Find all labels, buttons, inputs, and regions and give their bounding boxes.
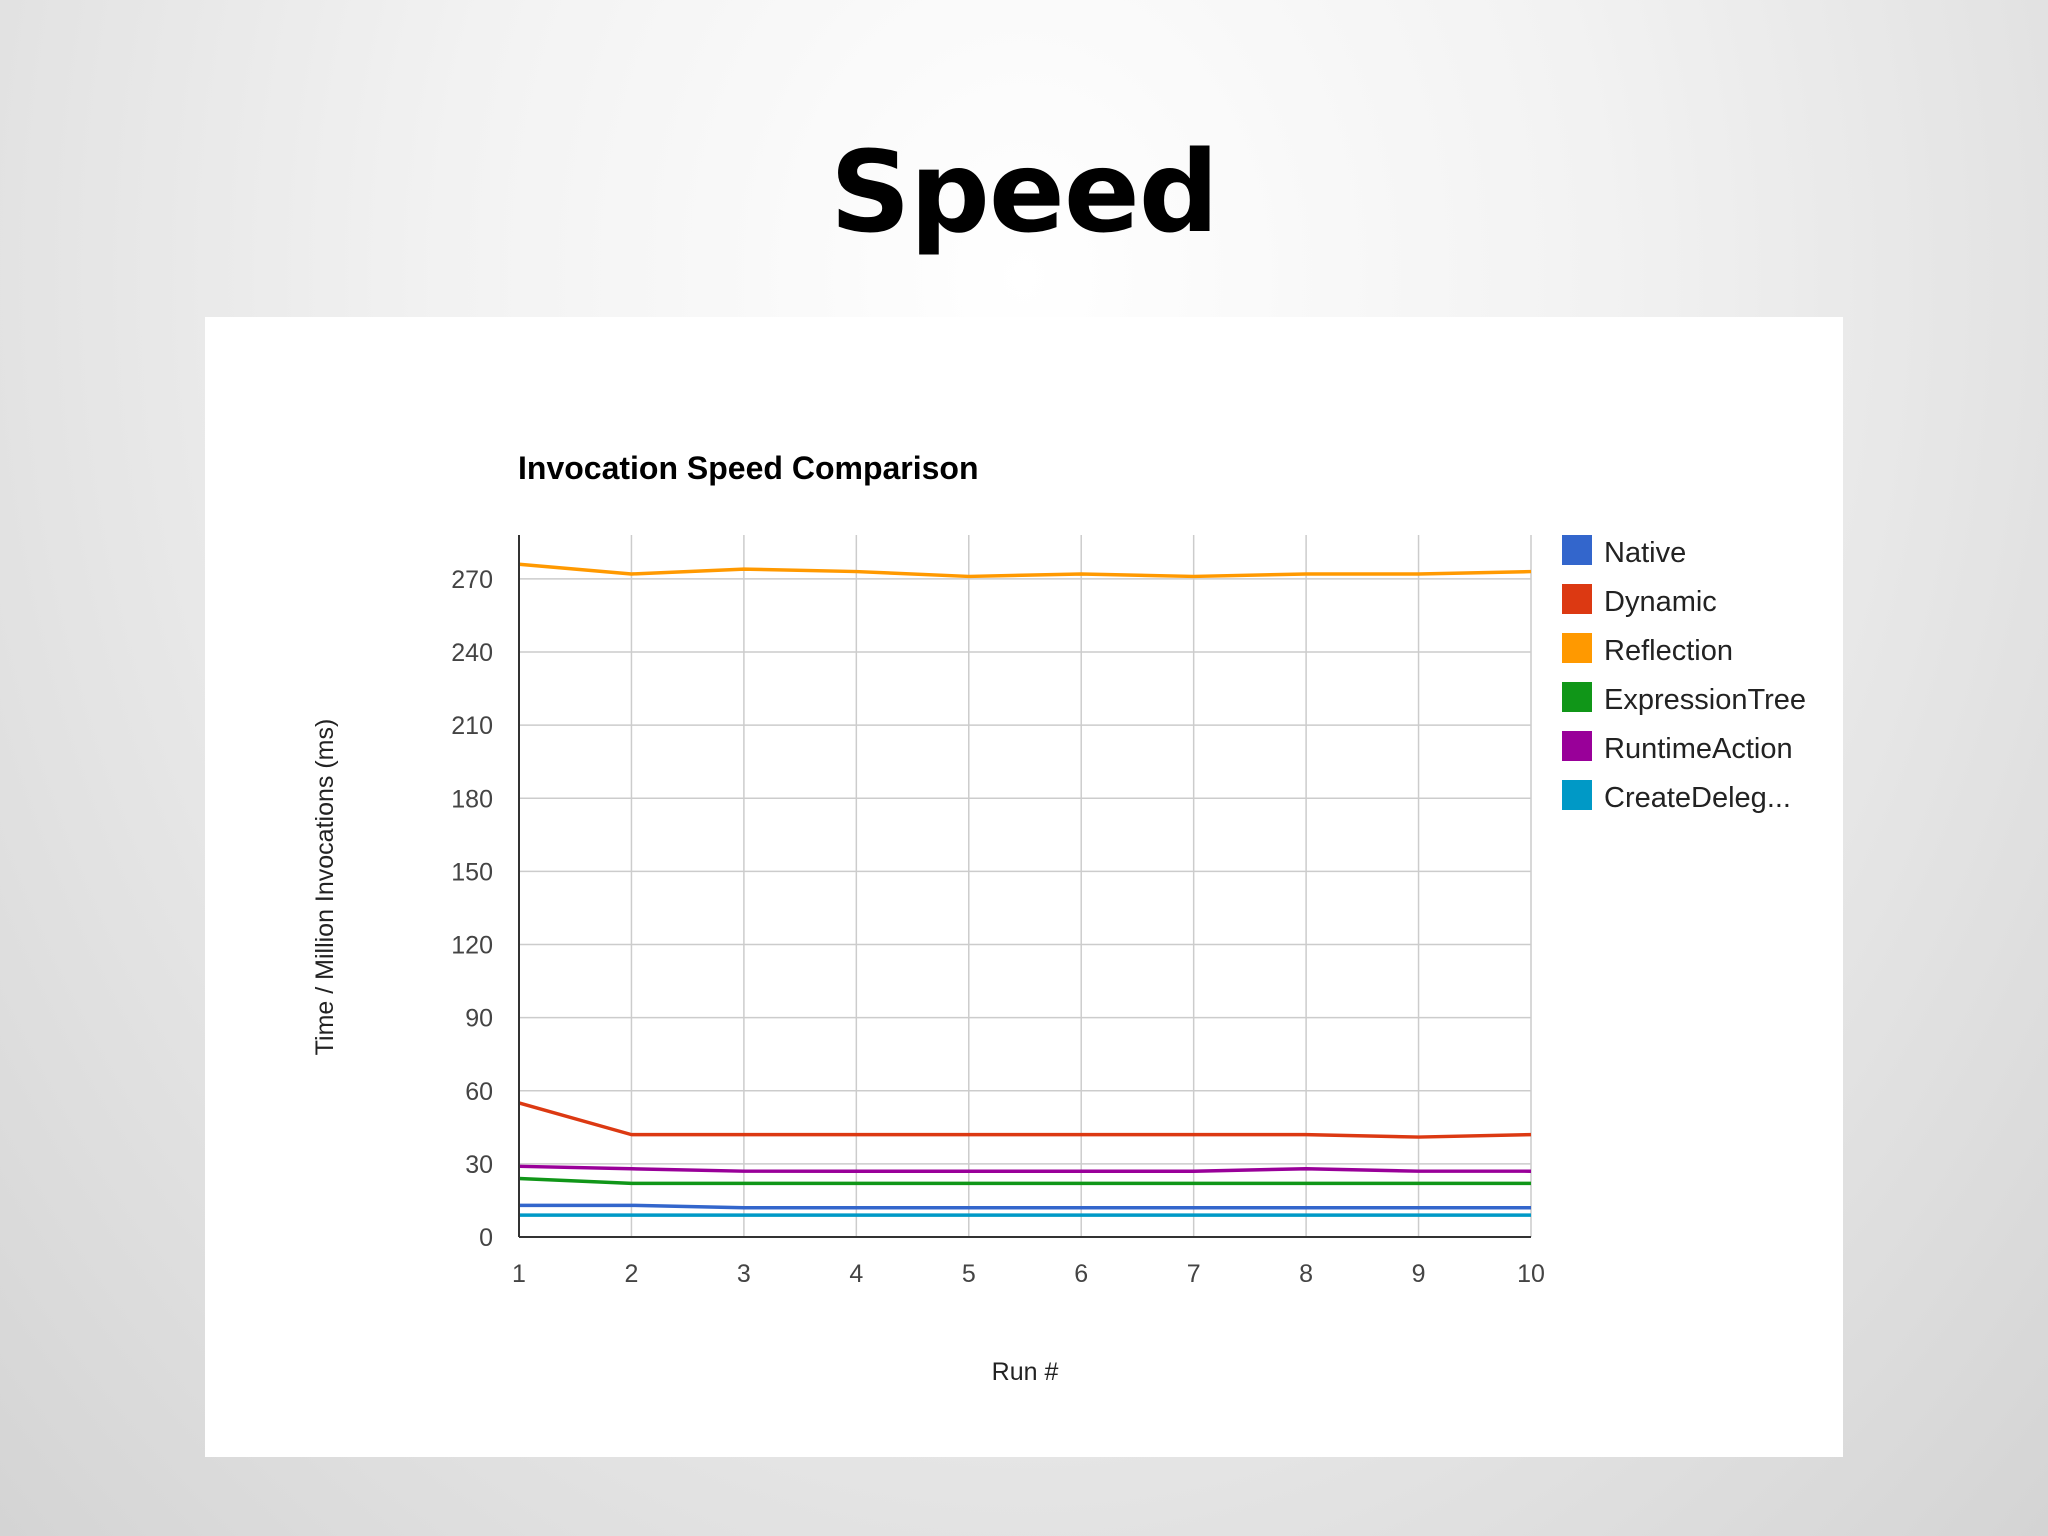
tick-labels: 0 30 60 90 120 150 180 210 240 270 1 2 3 4 5 6 7 8 9 10	[451, 566, 1545, 1288]
grid	[519, 535, 1532, 1237]
x-tick-label: 10	[1517, 1260, 1545, 1288]
series-line-reflection	[518, 562, 1532, 579]
chart-card: Invocation Speed Comparison 0 30 60 90 120 15…	[205, 317, 1843, 1457]
y-axis-title: Time / Million Invocations (ms)	[311, 719, 339, 1056]
x-tick-label: 7	[1187, 1260, 1201, 1288]
x-tick-label: 5	[962, 1260, 976, 1288]
x-tick-label: 4	[849, 1260, 863, 1288]
legend-label-dynamic: Dynamic	[1604, 586, 1717, 618]
y-tick-label: 150	[451, 858, 493, 886]
x-tick-label: 6	[1074, 1260, 1088, 1288]
y-tick-label: 240	[451, 639, 493, 667]
legend-swatch-createdeleg	[1562, 780, 1592, 810]
y-tick-label: 210	[451, 712, 493, 740]
chart-title: Invocation Speed Comparison	[518, 450, 979, 486]
x-tick-label: 9	[1412, 1260, 1426, 1288]
legend-swatch-dynamic	[1562, 584, 1592, 614]
legend-label-expressiontree: ExpressionTree	[1604, 684, 1806, 716]
y-tick-label: 120	[451, 932, 493, 960]
legend-swatch-runtimeaction	[1562, 731, 1592, 761]
legend-label-reflection: Reflection	[1604, 635, 1733, 667]
series-line-expressiontree	[518, 1176, 1531, 1186]
y-tick-label: 0	[479, 1224, 493, 1252]
series-line-native	[519, 1203, 1531, 1210]
y-tick-label: 30	[465, 1151, 493, 1179]
legend-swatch-reflection	[1562, 633, 1592, 663]
y-tick-label: 180	[451, 785, 493, 813]
y-tick-label: 90	[465, 1005, 493, 1033]
line-chart: Invocation Speed Comparison 030609012015…	[311, 450, 1806, 1386]
x-tick-label: 1	[512, 1260, 526, 1288]
x-tick-label: 2	[624, 1260, 638, 1288]
y-tick-label: 60	[465, 1078, 493, 1106]
series-lines	[518, 562, 1532, 1217]
series-line-dynamic	[518, 1101, 1532, 1139]
slide-title: Speed	[830, 128, 1219, 258]
axes	[518, 535, 1531, 1238]
legend: Native Dynamic Reflection ExpressionTree Run…	[1562, 535, 1806, 814]
legend-swatch-native	[1562, 535, 1592, 565]
x-axis-title: Run #	[992, 1358, 1059, 1386]
legend-swatch-expressiontree	[1562, 682, 1592, 712]
series-line-runtimeaction	[518, 1164, 1531, 1173]
y-tick-label: 270	[451, 566, 493, 594]
x-tick-label: 8	[1299, 1260, 1313, 1288]
legend-label-createdeleg: CreateDeleg...	[1604, 782, 1791, 814]
legend-label-runtimeaction: RuntimeAction	[1604, 733, 1793, 765]
legend-label-native: Native	[1604, 537, 1686, 569]
x-tick-label: 3	[737, 1260, 751, 1288]
